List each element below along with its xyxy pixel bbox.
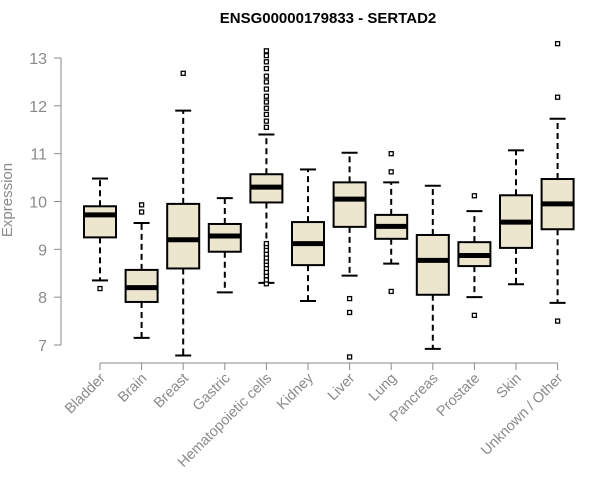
box-4: [249, 48, 284, 287]
chart-title: ENSG00000179833 - SERTAD2: [220, 10, 437, 27]
outlier-point: [263, 59, 270, 65]
x-tick-label: Liver: [325, 370, 359, 404]
y-tick-label: 12: [29, 99, 47, 116]
box-1: [124, 202, 159, 339]
outlier-point: [346, 309, 353, 316]
y-tick-label: 8: [38, 290, 47, 307]
x-tick-label: Bladder: [62, 370, 109, 417]
outlier-point: [263, 277, 270, 283]
outlier-point: [263, 124, 270, 131]
outlier-point: [97, 285, 103, 292]
y-axis-label: Expression: [0, 163, 16, 237]
outlier-point: [346, 295, 353, 302]
box-10: [499, 149, 533, 286]
x-tick-label: Brain: [115, 371, 150, 406]
box-0: [83, 177, 117, 292]
x-tick-label: Skin: [494, 371, 525, 402]
box-11: [540, 41, 575, 324]
box-3: [207, 197, 242, 294]
outlier-point: [263, 73, 270, 79]
outlier-point: [554, 41, 561, 47]
outlier-point: [180, 70, 186, 76]
outlier-point: [263, 118, 270, 124]
x-tick-label: Lung: [366, 371, 400, 405]
outlier-point: [138, 209, 145, 215]
outlier-point: [263, 93, 270, 99]
box-9: [457, 193, 492, 318]
outlier-point: [471, 193, 478, 199]
y-tick-label: 10: [29, 195, 47, 212]
outlier-point: [263, 79, 270, 85]
box-2: [166, 70, 201, 357]
outlier-point: [263, 65, 270, 72]
outlier-point: [554, 318, 561, 324]
iqr-box: [332, 181, 367, 228]
iqr-box: [83, 205, 117, 239]
y-tick-label: 9: [38, 242, 47, 259]
x-tick-label: Kidney: [274, 370, 317, 413]
outlier-point: [263, 52, 270, 59]
y-tick-label: 11: [30, 147, 47, 164]
box-6: [332, 151, 367, 360]
box-5: [291, 168, 325, 302]
y-tick-label: 7: [38, 338, 47, 355]
x-tick-label: Prostate: [434, 371, 483, 420]
outlier-point: [263, 99, 270, 105]
y-axis: 7 8 9 10 11 12 13: [29, 51, 62, 355]
outlier-point: [263, 111, 270, 118]
outlier-point: [388, 288, 394, 295]
outlier-point: [263, 105, 270, 111]
outlier-point: [263, 48, 270, 54]
outlier-point: [263, 86, 270, 92]
iqr-box: [166, 202, 201, 270]
y-tick-label: 13: [29, 51, 47, 68]
outlier-point: [554, 94, 561, 100]
outlier-point: [471, 312, 478, 318]
outlier-point: [388, 169, 394, 175]
outlier-point: [138, 202, 145, 208]
iqr-box: [415, 233, 450, 296]
box-7: [374, 151, 409, 295]
box-8: [415, 184, 450, 350]
x-tick-label: Breast: [151, 371, 192, 412]
outlier-point: [263, 240, 270, 247]
box-series: [83, 41, 575, 360]
outlier-point: [388, 151, 394, 157]
outlier-point: [346, 354, 353, 360]
